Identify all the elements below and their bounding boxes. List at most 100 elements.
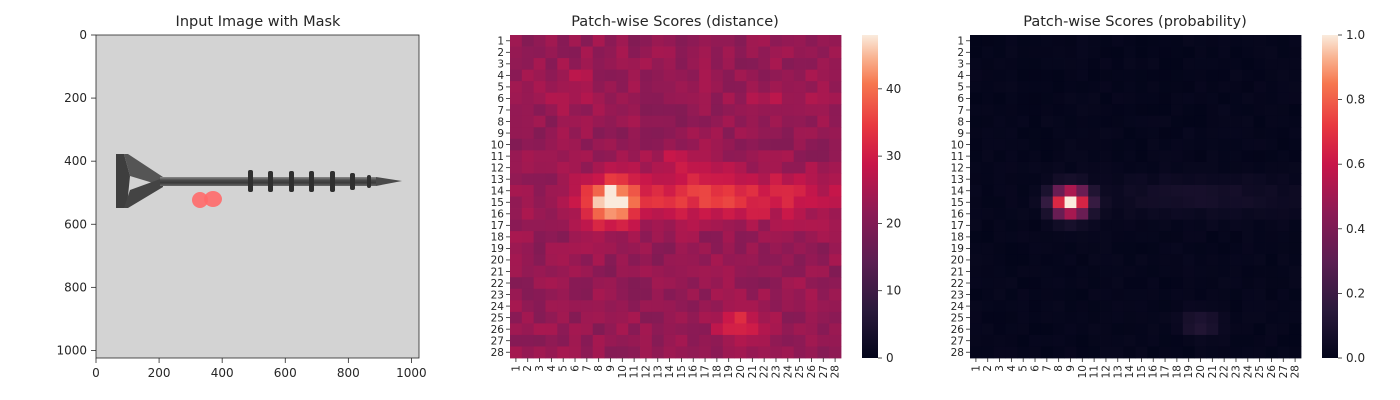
heatmap-cell [1088, 311, 1101, 324]
heatmap-cell [746, 346, 759, 359]
heatmap-cell [805, 58, 818, 71]
heatmap-cell [640, 127, 653, 140]
heatmap-cell [1253, 196, 1266, 209]
col-tick-label: 8 [1053, 365, 1065, 372]
heatmap-cell [710, 288, 724, 301]
heatmap-cell [1277, 184, 1290, 197]
heatmap-cell [580, 231, 594, 244]
heatmap-cell [1182, 58, 1196, 71]
heatmap-cell [970, 127, 983, 140]
heatmap-cell [1076, 346, 1089, 359]
heatmap-cell [640, 277, 653, 290]
heatmap-cell [993, 311, 1006, 324]
heatmap-cell [1265, 300, 1278, 313]
heatmap-cell [580, 104, 594, 117]
heatmap-cell [533, 161, 546, 174]
heatmap-cell [1005, 346, 1018, 359]
heatmap-cell [663, 231, 676, 244]
heatmap-cell [687, 150, 700, 163]
heatmap-cell [829, 231, 842, 244]
heatmap-cell [981, 115, 995, 128]
heatmap-cell [533, 46, 546, 59]
heatmap-cell [1088, 184, 1101, 197]
heatmap-cell [699, 104, 712, 117]
heatmap-cell [1159, 138, 1172, 151]
heatmap-cell [734, 300, 747, 313]
heatmap-cell [569, 173, 582, 186]
heatmap-cell [829, 173, 842, 186]
heatmap-cell [1206, 138, 1219, 151]
heatmap-cell [1253, 35, 1266, 47]
heatmap-cell [1111, 334, 1125, 347]
probability-colorbar [1322, 35, 1338, 358]
heatmap-cell [1076, 138, 1089, 151]
heatmap-cell [746, 58, 759, 71]
heatmap-cell [545, 196, 558, 209]
heatmap-cell [1218, 300, 1231, 313]
heatmap-cell [1040, 254, 1054, 267]
heatmap-cell [993, 288, 1006, 301]
heatmap-cell [663, 69, 676, 82]
heatmap-cell [993, 127, 1006, 140]
heatmap-cell [628, 173, 641, 186]
heatmap-cell [580, 150, 594, 163]
heatmap-cell [970, 138, 983, 151]
heatmap-cell [817, 138, 830, 151]
heatmap-cell [1194, 323, 1207, 336]
heatmap-cell [1052, 35, 1065, 47]
heatmap-cell [805, 300, 818, 313]
heatmap-cell [663, 138, 676, 151]
heatmap-cell [1182, 196, 1196, 209]
heatmap-cell [710, 161, 724, 174]
heatmap-cell [545, 334, 558, 347]
heatmap-cell [687, 173, 700, 186]
heatmap-cell [981, 173, 995, 186]
heatmap-cell [640, 161, 653, 174]
heatmap-cell [710, 254, 724, 267]
heatmap-cell [1230, 69, 1243, 82]
heatmap-cell [1206, 219, 1219, 232]
heatmap-cell [970, 161, 983, 174]
heatmap-cell [687, 254, 700, 267]
heatmap-cell [651, 288, 665, 301]
heatmap-cell [981, 104, 995, 117]
heatmap-cell [604, 265, 617, 278]
row-tick-label: 9 [957, 128, 964, 140]
heatmap-cell [970, 196, 983, 209]
heatmap-cell [616, 288, 629, 301]
heatmap-cell [781, 58, 795, 71]
heatmap-cell [770, 231, 783, 244]
heatmap-cell [510, 81, 523, 94]
heatmap-cell [1147, 288, 1160, 301]
heatmap-cell [1194, 254, 1207, 267]
heatmap-cell [1040, 127, 1054, 140]
heatmap-cell [557, 184, 570, 197]
row-tick-label: 23 [491, 289, 504, 301]
heatmap-cell [675, 104, 688, 117]
heatmap-cell [1182, 242, 1196, 255]
heatmap-cell [758, 35, 771, 47]
heatmap-cell [1241, 104, 1255, 117]
colorbar-tick-label: 0.2 [1346, 286, 1365, 300]
heatmap-cell [557, 104, 570, 117]
heatmap-cell [710, 92, 724, 105]
col-tick-label: 13 [1112, 365, 1124, 378]
heatmap-cell [1206, 58, 1219, 71]
heatmap-cell [710, 196, 724, 209]
heatmap-cell [592, 81, 605, 94]
heatmap-cell [545, 69, 558, 82]
heatmap-cell [1230, 300, 1243, 313]
heatmap-cell [533, 173, 546, 186]
heatmap-cell [1241, 300, 1255, 313]
heatmap-cell [557, 161, 570, 174]
heatmap-cell [1135, 219, 1148, 232]
screw-picture [116, 154, 402, 208]
col-tick-label: 15 [676, 365, 688, 378]
heatmap-cell [970, 69, 983, 82]
heatmap-cell [781, 311, 795, 324]
heatmap-cell [1230, 92, 1243, 105]
heatmap-cell [1277, 46, 1290, 59]
heatmap-cell [1135, 242, 1148, 255]
heatmap-cell [557, 265, 570, 278]
heatmap-cell [592, 323, 605, 336]
